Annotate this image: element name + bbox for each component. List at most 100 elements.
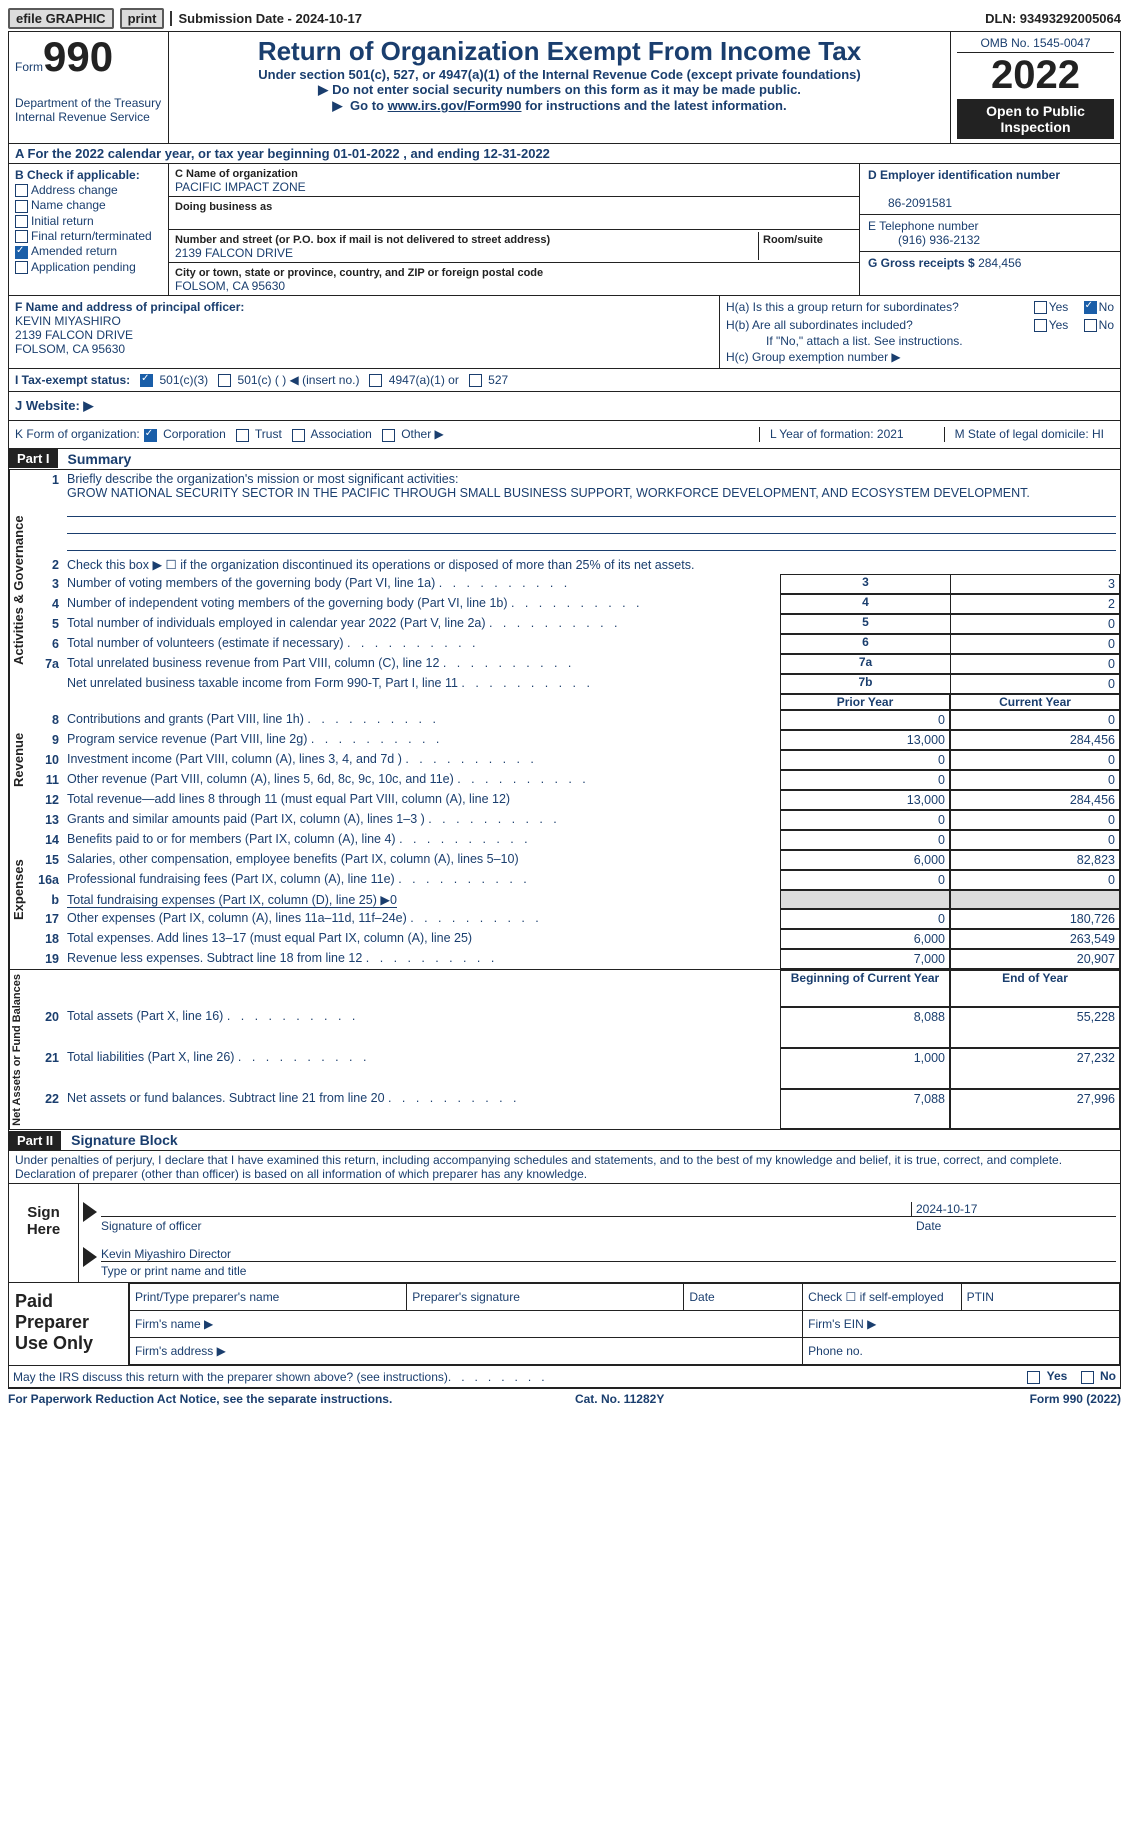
line-8-curr: 0 xyxy=(950,710,1120,730)
k-label: K Form of organization: xyxy=(15,427,140,441)
col-current-year: Current Year xyxy=(950,694,1120,710)
checkbox-trust[interactable] xyxy=(236,429,249,442)
firm-ein-cell: Firm's EIN ▶ xyxy=(803,1311,1120,1338)
discuss-yes-checkbox[interactable] xyxy=(1027,1371,1040,1384)
line-15-prior: 6,000 xyxy=(780,850,950,870)
part-2-title: Signature Block xyxy=(61,1130,178,1150)
line-6-value: 0 xyxy=(950,634,1120,654)
line-9-prior: 13,000 xyxy=(780,730,950,750)
form-note-1: Do not enter social security numbers on … xyxy=(175,82,944,98)
irs-link[interactable]: www.irs.gov/Form990 xyxy=(388,98,522,113)
line-12-prior: 13,000 xyxy=(780,790,950,810)
line-20-beg: 8,088 xyxy=(780,1007,950,1048)
col-end: End of Year xyxy=(950,970,1120,1007)
line-18-prior: 6,000 xyxy=(780,929,950,949)
name-arrow-icon xyxy=(83,1247,97,1267)
signer-name: Kevin Miyashiro Director xyxy=(101,1247,231,1261)
omb-number: OMB No. 1545-0047 xyxy=(957,36,1114,53)
part-1-bar: Part I xyxy=(9,449,58,468)
checkbox-527[interactable] xyxy=(469,374,482,387)
checkbox-corporation[interactable] xyxy=(144,429,157,442)
hb-no-checkbox[interactable] xyxy=(1084,319,1097,332)
line-14-curr: 0 xyxy=(950,830,1120,850)
summary-expenses: Expenses 13 Grants and similar amounts p… xyxy=(9,810,1120,969)
part-2-header: Part II Signature Block xyxy=(9,1129,1120,1151)
vlabel-expenses: Expenses xyxy=(9,810,33,969)
col-prior-year: Prior Year xyxy=(780,694,950,710)
ein-label: D Employer identification number xyxy=(868,168,1060,182)
form-note-2: Go to www.irs.gov/Form990 for instructio… xyxy=(175,98,944,114)
line-8-prior: 0 xyxy=(780,710,950,730)
line-20-end: 55,228 xyxy=(950,1007,1120,1048)
checkbox-501c3[interactable] xyxy=(140,374,153,387)
line-16b-blank-curr xyxy=(950,890,1120,909)
officer-name: KEVIN MIYASHIRO xyxy=(15,314,121,328)
vlabel-netassets: Net Assets or Fund Balances xyxy=(9,970,33,1130)
year-of-formation: L Year of formation: 2021 xyxy=(759,427,914,441)
submission-date: Submission Date - 2024-10-17 xyxy=(170,11,362,26)
line-16b-blank-prior xyxy=(780,890,950,909)
prep-date-header: Date xyxy=(684,1284,803,1311)
ha-yes-checkbox[interactable] xyxy=(1034,301,1047,314)
officer-row: F Name and address of principal officer:… xyxy=(9,296,1120,369)
dept-label: Department of the Treasury xyxy=(15,96,162,110)
checkbox-4947[interactable] xyxy=(369,374,382,387)
tax-exempt-row: I Tax-exempt status: 501(c)(3) 501(c) ( … xyxy=(9,369,1120,392)
line-9-curr: 284,456 xyxy=(950,730,1120,750)
dba-label: Doing business as xyxy=(175,201,272,213)
checkbox-501c[interactable] xyxy=(218,374,231,387)
line-7b-value: 0 xyxy=(950,674,1120,694)
city-label: City or town, state or province, country… xyxy=(175,267,543,279)
preparer-table: Print/Type preparer's name Preparer's si… xyxy=(129,1283,1120,1365)
h-b-label: H(b) Are all subordinates included? xyxy=(726,318,913,332)
ha-no-checkbox[interactable] xyxy=(1084,301,1097,314)
prep-sig-header: Preparer's signature xyxy=(407,1284,684,1311)
paperwork-notice: For Paperwork Reduction Act Notice, see … xyxy=(8,1392,392,1406)
part-1-title: Summary xyxy=(58,449,132,469)
efile-button[interactable]: efile GRAPHIC xyxy=(8,8,114,29)
section-b-label: B Check if applicable: xyxy=(15,168,162,182)
mission-block: Briefly describe the organization's miss… xyxy=(63,470,1120,555)
line-a-tax-year: A For the 2022 calendar year, or tax yea… xyxy=(9,144,1120,164)
checkbox-association[interactable] xyxy=(292,429,305,442)
line-11-curr: 0 xyxy=(950,770,1120,790)
checkbox-other[interactable] xyxy=(382,429,395,442)
h-a-label: H(a) Is this a group return for subordin… xyxy=(726,300,959,314)
tax-exempt-label: I Tax-exempt status: xyxy=(15,373,130,387)
print-button[interactable]: print xyxy=(120,8,165,29)
org-name-label: C Name of organization xyxy=(175,168,298,180)
line-18-curr: 263,549 xyxy=(950,929,1120,949)
checkbox-application-pending[interactable] xyxy=(15,261,28,274)
top-toolbar: efile GRAPHIC print Submission Date - 20… xyxy=(8,8,1121,29)
open-to-public: Open to Public Inspection xyxy=(957,99,1114,139)
discuss-no-checkbox[interactable] xyxy=(1081,1371,1094,1384)
hb-yes-checkbox[interactable] xyxy=(1034,319,1047,332)
summary-revenue: Revenue 8 Contributions and grants (Part… xyxy=(9,710,1120,810)
page-footer: For Paperwork Reduction Act Notice, see … xyxy=(8,1389,1121,1409)
line-14-prior: 0 xyxy=(780,830,950,850)
line-16a-prior: 0 xyxy=(780,870,950,890)
summary-governance: Activities & Governance 1 Briefly descri… xyxy=(9,470,1120,710)
checkbox-address-change[interactable] xyxy=(15,184,28,197)
telephone-value: (916) 936-2132 xyxy=(868,233,980,247)
form-prefix: Form xyxy=(15,60,43,74)
line-12-curr: 284,456 xyxy=(950,790,1120,810)
vlabel-governance: Activities & Governance xyxy=(9,470,33,710)
form-subtitle: Under section 501(c), 527, or 4947(a)(1)… xyxy=(175,67,944,82)
prep-ptin-header: PTIN xyxy=(961,1284,1119,1311)
line-13-prior: 0 xyxy=(780,810,950,830)
state-of-domicile: M State of legal domicile: HI xyxy=(944,427,1114,441)
city-state-zip: FOLSOM, CA 95630 xyxy=(175,279,285,293)
line-22-beg: 7,088 xyxy=(780,1089,950,1130)
checkbox-amended-return[interactable] xyxy=(15,246,28,259)
gross-receipts-value: 284,456 xyxy=(978,256,1021,270)
checkbox-final-return[interactable] xyxy=(15,230,28,243)
telephone-label: E Telephone number xyxy=(868,219,979,233)
cat-number: Cat. No. 11282Y xyxy=(575,1392,664,1406)
line-10-prior: 0 xyxy=(780,750,950,770)
irs-discuss-row: May the IRS discuss this return with the… xyxy=(9,1366,1120,1387)
form-ref: Form 990 (2022) xyxy=(1030,1392,1121,1406)
checkbox-initial-return[interactable] xyxy=(15,215,28,228)
org-name: PACIFIC IMPACT ZONE xyxy=(175,180,306,194)
checkbox-name-change[interactable] xyxy=(15,200,28,213)
